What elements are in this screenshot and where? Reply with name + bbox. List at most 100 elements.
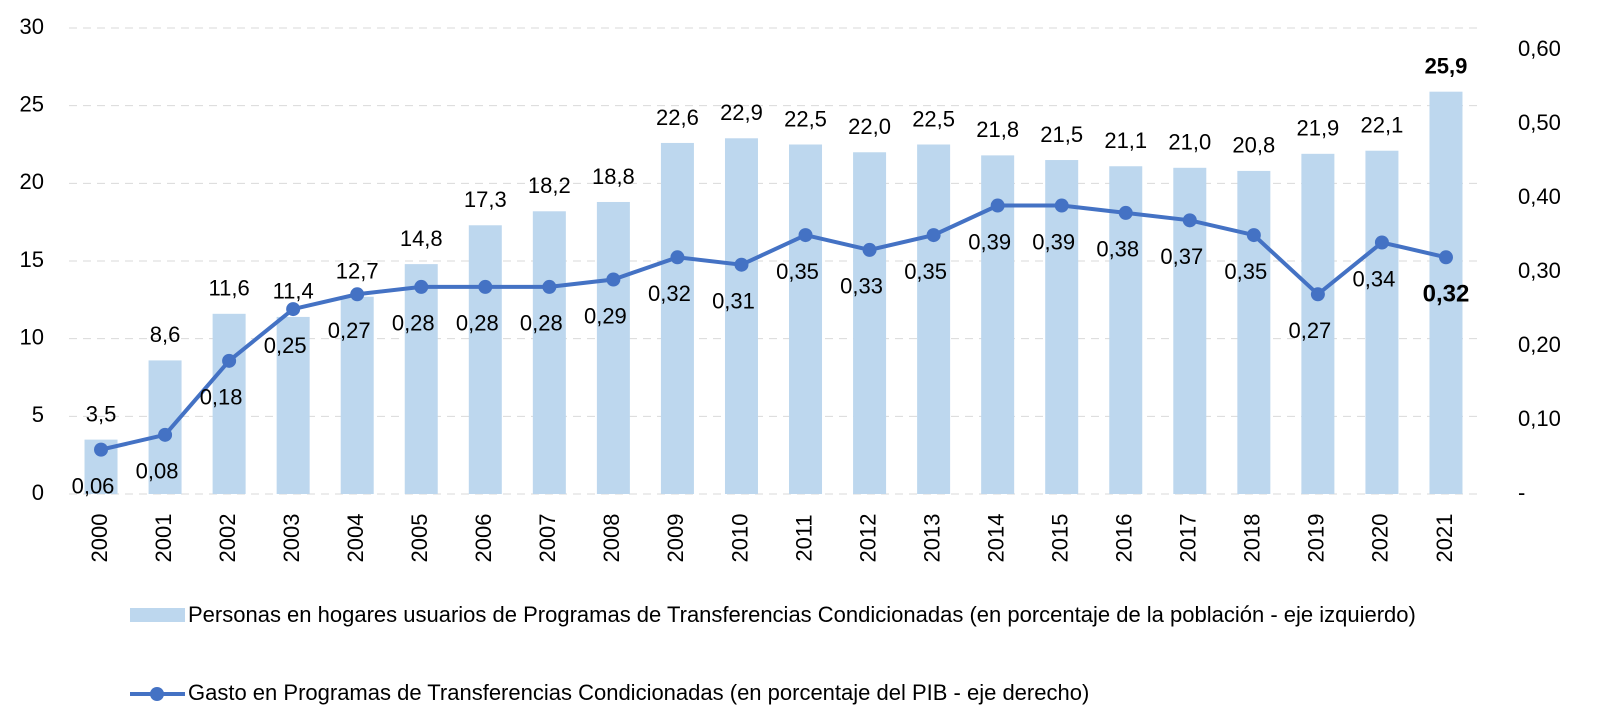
bar xyxy=(596,201,630,494)
line-marker xyxy=(222,353,237,368)
line-value-label: 0,27 xyxy=(328,318,371,343)
bar-value-label: 14,8 xyxy=(400,226,443,251)
y2-tick-label: 0,50 xyxy=(1518,110,1561,135)
bar xyxy=(468,225,502,495)
x-tick-label: 2021 xyxy=(1432,514,1457,563)
line-marker xyxy=(990,198,1005,213)
line-value-label: 0,33 xyxy=(840,274,883,299)
line-value-label: 0,27 xyxy=(1288,318,1331,343)
legend-bar-label: Personas en hogares usuarios de Programa… xyxy=(188,602,1416,627)
line-value-label: 0,31 xyxy=(712,289,755,314)
bar xyxy=(532,211,566,494)
y-tick-label: 25 xyxy=(20,91,44,116)
line-marker xyxy=(798,228,813,243)
bar-value-label: 18,2 xyxy=(528,173,571,198)
x-tick-label: 2013 xyxy=(919,514,944,563)
x-tick-label: 2009 xyxy=(663,514,688,563)
line-marker xyxy=(1182,213,1197,228)
line-marker xyxy=(94,442,109,457)
bar-value-label: 21,1 xyxy=(1104,128,1147,153)
line-marker xyxy=(734,257,749,272)
line-marker xyxy=(1374,235,1389,250)
bar xyxy=(853,152,887,494)
line-value-label: 0,25 xyxy=(264,333,307,358)
x-tick-label: 2003 xyxy=(279,514,304,563)
line-value-label: 0,29 xyxy=(584,303,627,328)
x-tick-label: 2015 xyxy=(1048,514,1073,563)
x-tick-label: 2018 xyxy=(1240,514,1265,563)
bar-value-label: 22,6 xyxy=(656,105,699,130)
x-tick-label: 2004 xyxy=(343,514,368,563)
line-value-label: 0,38 xyxy=(1096,237,1139,262)
bar-value-label: 22,5 xyxy=(912,106,955,131)
bar-value-label: 22,9 xyxy=(720,100,763,125)
line-marker xyxy=(1054,198,1069,213)
line-value-label: 0,35 xyxy=(1224,259,1267,284)
x-tick-label: 2000 xyxy=(87,514,112,563)
line-value-label: 0,18 xyxy=(200,385,243,410)
line-marker xyxy=(350,287,365,302)
y2-tick-label: 0,60 xyxy=(1518,36,1561,61)
line-marker xyxy=(1438,250,1453,265)
line-marker xyxy=(158,427,173,442)
line-marker xyxy=(1246,228,1261,243)
line-value-label: 0,06 xyxy=(72,473,115,498)
legend-bar-swatch xyxy=(130,608,185,622)
legend-line-label: Gasto en Programas de Transferencias Con… xyxy=(188,680,1090,705)
x-tick-label: 2014 xyxy=(983,514,1008,563)
line-marker xyxy=(862,242,877,257)
line-value-label: 0,28 xyxy=(456,311,499,336)
bar-value-label: 21,5 xyxy=(1040,122,1083,147)
line-value-label: 0,28 xyxy=(392,311,435,336)
bar xyxy=(340,296,374,494)
y-tick-label: 10 xyxy=(20,324,44,349)
bar xyxy=(724,138,758,494)
line-value-label: 0,32 xyxy=(648,281,691,306)
line-marker xyxy=(478,279,493,294)
bar-value-label: 20,8 xyxy=(1232,133,1275,158)
bar xyxy=(1109,166,1143,494)
x-tick-label: 2019 xyxy=(1304,514,1329,563)
line-value-label: 0,37 xyxy=(1160,244,1203,269)
y-tick-label: 15 xyxy=(20,247,44,272)
bar-value-label: 25,9 xyxy=(1425,53,1468,78)
bar xyxy=(212,313,246,494)
line-value-label: 0,35 xyxy=(776,259,819,284)
y2-tick-label: 0,30 xyxy=(1518,258,1561,283)
bar-value-label: 22,5 xyxy=(784,106,827,131)
bar xyxy=(1365,150,1399,495)
line xyxy=(100,203,1447,452)
line-value-label: 0,32 xyxy=(1423,281,1470,308)
y2-tick-label: 0,20 xyxy=(1518,332,1561,357)
line-marker xyxy=(1118,205,1133,220)
bar-value-label: 17,3 xyxy=(464,187,507,212)
x-tick-label: 2006 xyxy=(471,514,496,563)
bar-value-label: 3,5 xyxy=(86,401,117,426)
bar xyxy=(789,144,823,494)
line-marker xyxy=(286,302,301,317)
line-marker xyxy=(926,228,941,243)
line-marker xyxy=(414,279,429,294)
x-tick-label: 2001 xyxy=(151,514,176,563)
line-value-label: 0,35 xyxy=(904,259,947,284)
legend-line-marker xyxy=(150,687,164,701)
x-tick-label: 2010 xyxy=(727,514,752,563)
bar xyxy=(917,144,951,494)
bar-value-label: 21,9 xyxy=(1296,116,1339,141)
bar xyxy=(1429,91,1463,494)
line-value-label: 0,39 xyxy=(1032,229,1075,254)
bar-value-label: 11,6 xyxy=(209,276,250,301)
line-value-label: 0,08 xyxy=(136,459,179,484)
y2-tick-label: 0,40 xyxy=(1518,184,1561,209)
line-value-label: 0,34 xyxy=(1353,266,1396,291)
bar xyxy=(660,142,694,495)
y2-tick-label: 0,10 xyxy=(1518,406,1561,431)
y-tick-label: 30 xyxy=(20,14,44,39)
bar-value-label: 21,0 xyxy=(1168,130,1211,155)
y-tick-label: 5 xyxy=(32,402,44,427)
bar xyxy=(1237,170,1271,494)
line-marker xyxy=(1310,287,1325,302)
y-tick-label: 20 xyxy=(20,169,44,194)
